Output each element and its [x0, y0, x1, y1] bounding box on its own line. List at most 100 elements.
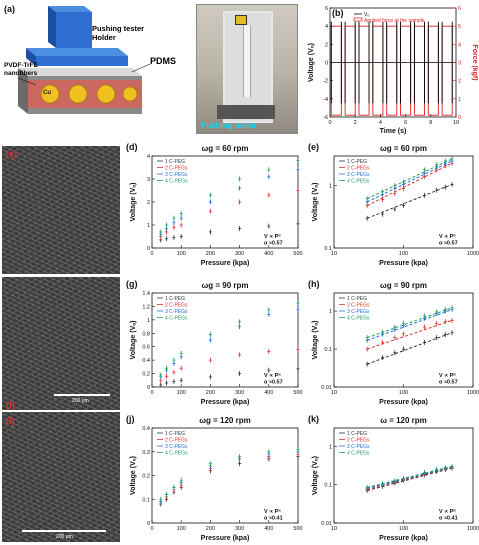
y2-tick-label: 3 — [458, 61, 461, 67]
x-tick-label: 1000 — [467, 390, 479, 396]
panel-label: (j) — [126, 414, 135, 424]
pdms-label: PDMS — [150, 56, 177, 66]
chart-b: (b) 0 2 4 6 8 10 -6 -4 -2 0 2 4 6 0 1 2 3 4 5 6 Time (s) Volta… — [308, 6, 478, 135]
annotation: V ∝ Pᵅ — [439, 234, 456, 240]
x-tick-label: 0 — [150, 526, 153, 532]
y-tick-label: 2 — [325, 42, 328, 48]
holder-column — [56, 12, 92, 48]
scale-bar — [54, 394, 110, 396]
y-axis-label: Voltage (Vₒ) — [312, 183, 319, 222]
y-tick-label: 1 — [147, 223, 150, 229]
x-tick-label: 10 — [453, 120, 459, 126]
legend-label: 2 C-PEGs — [165, 303, 188, 309]
legend-label: 1 C-PEG — [165, 431, 185, 437]
legend-label: 3 C-PEGs — [347, 444, 370, 450]
panel-label: (e) — [308, 142, 319, 152]
legend-label: 1 C-PEG — [165, 296, 185, 302]
y-tick-label: 1 — [329, 184, 332, 190]
scale-text: 200 μm — [72, 398, 89, 404]
y2-tick-label: 6 — [458, 6, 461, 12]
holder-top — [48, 6, 92, 12]
chart-d: (d) ωg = 60 rpm 0 100 200 300 400 500 0 1 2 3 4 Press… — [126, 142, 303, 267]
fit-line — [366, 332, 453, 365]
chart-title: ωg = 60 rpm — [380, 144, 427, 153]
x-tick-label: 200 — [206, 526, 215, 532]
legend-label: 3 C-PEGs — [165, 172, 188, 178]
fit-line — [367, 466, 453, 489]
x-tick-label: 10 — [331, 526, 337, 532]
x-tick-label: 2 — [354, 120, 357, 126]
y-tick-label: 0.2 — [142, 474, 150, 480]
y-tick-label: -2 — [323, 79, 328, 85]
y-tick-label: 1.2 — [142, 304, 150, 310]
force-pulse — [344, 25, 356, 116]
sem-image-i: (i) 200 μm — [2, 412, 120, 542]
cu-electrode — [68, 84, 88, 104]
force-pulse — [413, 25, 425, 116]
x-tick-label: 100 — [177, 390, 186, 396]
fit-line — [366, 307, 453, 339]
leader-line — [17, 77, 37, 86]
y-axis-label: Voltage (Vₒ) — [308, 43, 315, 82]
holder-label: Pushing tester Holder — [92, 24, 145, 42]
fit-line — [367, 467, 453, 492]
scale-text: 200 μm — [56, 534, 73, 540]
legend-label: 4 C-PEGs — [347, 179, 370, 185]
panel-c-label: (c) — [6, 149, 17, 159]
panel-label: (g) — [126, 279, 138, 289]
panel-label: (b) — [332, 8, 344, 18]
x-tick-label: 0 — [150, 251, 153, 257]
legend-label: 3 C-PEGs — [165, 309, 188, 315]
force-pulse — [427, 25, 439, 116]
y-tick-label: 4 — [147, 154, 150, 160]
y-tick-label: 3 — [147, 177, 150, 183]
annotation: α ≈0.41 — [264, 516, 283, 522]
legend-label: 4 C-PEGs — [165, 179, 188, 185]
annotation: V ∝ Pᵅ — [439, 509, 456, 515]
x-tick-label: 4 — [379, 120, 382, 126]
force-pulse — [386, 25, 398, 116]
x-tick-label: 10 — [331, 390, 337, 396]
y-tick-label: 1.4 — [142, 291, 150, 297]
x-axis-label: Pressure (kpa) — [379, 260, 428, 267]
y-tick-label: 6 — [325, 6, 328, 12]
y-tick-label: 0.01 — [321, 521, 332, 527]
y-tick-label: 0.1 — [324, 246, 332, 252]
y2-tick-label: 0 — [458, 115, 461, 121]
panel-label: (h) — [308, 279, 320, 289]
annotation: α ≈0.57 — [439, 380, 458, 386]
pdms-top — [18, 68, 142, 76]
panel-a-label: (a) — [4, 4, 15, 14]
fit-line — [367, 465, 453, 488]
legend-swatch — [353, 17, 363, 22]
legend-label: 1 C-PEG — [347, 431, 367, 437]
fiber-texture — [2, 412, 120, 542]
fit-line — [366, 162, 453, 207]
y-axis-label: Voltage (Vₒ) — [130, 321, 137, 360]
x-tick-label: 6 — [404, 120, 407, 126]
legend-label: 2 C-PEGs — [347, 166, 370, 172]
panel-label: (k) — [308, 414, 319, 424]
y2-axis-label: Force (kgf) — [471, 44, 478, 80]
tester-rod — [243, 25, 251, 97]
x-tick-label: 400 — [264, 390, 273, 396]
holder-base-front — [36, 56, 128, 66]
y-axis-label: Voltage (Vₒ) — [130, 183, 137, 222]
fit-line — [366, 183, 453, 219]
x-axis-label: Pressure (kpa) — [201, 399, 250, 406]
y-tick-label: 1 — [329, 309, 332, 315]
fiber-label: PVDF-TrFE nanofibers — [4, 62, 38, 77]
chart-h: (h) ωg = 90 rpm 10 100 1000 0.01 0.1 1 Pressure … — [308, 279, 479, 406]
y-axis-label: Voltage (Vₒ) — [312, 456, 319, 495]
y-tick-label: 0.6 — [142, 345, 150, 351]
x-axis-label: Time (s) — [380, 128, 407, 135]
x-tick-label: 100 — [177, 526, 186, 532]
y-tick-label: 0 — [147, 385, 150, 391]
scale-bar — [22, 530, 106, 532]
y-tick-label: 0.1 — [324, 483, 332, 489]
y-tick-label: 0.1 — [324, 347, 332, 353]
tester-base — [217, 105, 275, 119]
y2-tick-label: 2 — [458, 79, 461, 85]
y-tick-label: 0.01 — [321, 385, 332, 391]
y2-tick-label: 5 — [458, 24, 461, 30]
